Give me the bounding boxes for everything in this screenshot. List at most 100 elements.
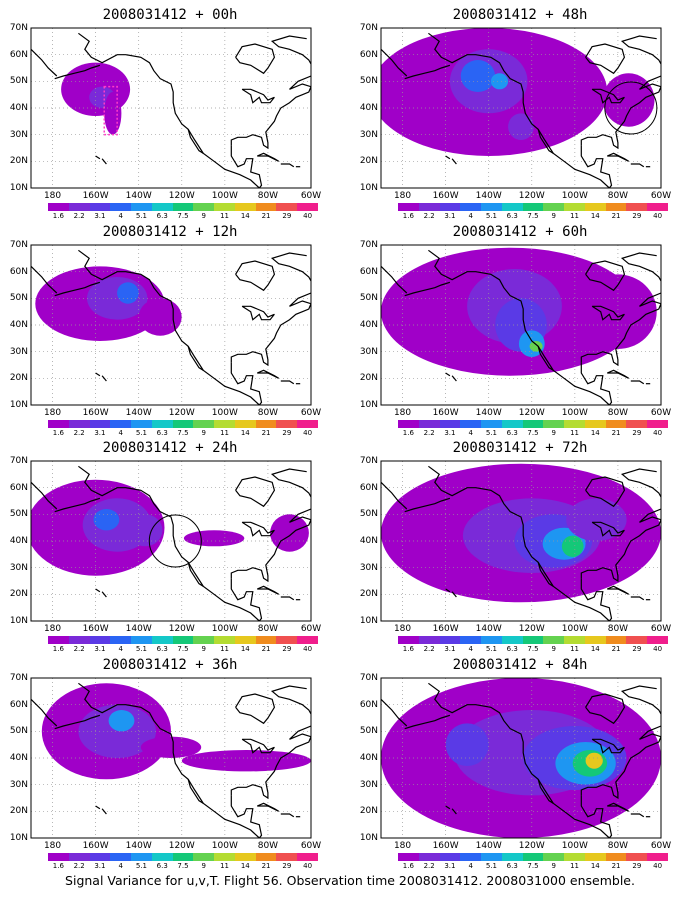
colorbar-label: 3.1 xyxy=(444,645,456,653)
coastline xyxy=(537,129,554,154)
latitude-label: 10N xyxy=(359,400,378,410)
longitude-label: 140W xyxy=(475,408,502,418)
colorbar-label: 11 xyxy=(220,212,229,220)
coastline xyxy=(101,808,107,815)
latitude-label: 60N xyxy=(9,266,28,277)
coastline xyxy=(54,714,101,730)
colorbar: 1.6 2.2 3.1 4 5.1 6.3 7.5 9 11 14 21 29 40 xyxy=(48,203,319,223)
coastline xyxy=(381,698,408,727)
colorbar-label: 4 xyxy=(118,862,123,870)
colorbar-label: 3.1 xyxy=(444,212,456,220)
variance-contour xyxy=(561,535,584,557)
coastline xyxy=(580,145,613,188)
colorbar-label: 29 xyxy=(632,429,642,437)
colorbar-swatch xyxy=(110,636,132,644)
coastline xyxy=(31,48,58,77)
latitude-label: 30N xyxy=(359,346,378,357)
coastline xyxy=(78,32,260,188)
longitude-label: 160W xyxy=(432,408,459,418)
coastline xyxy=(580,362,613,405)
map-panel: 2008031412 + 72h 70N 60N 50N 40N 30N 20N 10N 180… xyxy=(350,438,690,653)
longitude-label: 160W xyxy=(432,191,459,201)
colorbar-swatch xyxy=(543,420,565,428)
variance-contour xyxy=(181,750,311,772)
colorbar-swatch xyxy=(605,636,627,644)
coastline xyxy=(241,521,275,537)
longitude-label: 100W xyxy=(211,408,238,418)
coastline xyxy=(630,813,645,818)
coastline xyxy=(580,35,661,150)
colorbar-label: 14 xyxy=(590,862,600,870)
colorbar-swatch xyxy=(255,420,277,428)
colorbar-label: 11 xyxy=(570,212,579,220)
colorbar-label: 14 xyxy=(240,212,250,220)
longitude-label: 120W xyxy=(518,191,545,201)
colorbar-label: 1.6 xyxy=(402,429,414,437)
colorbar-swatch xyxy=(193,420,215,428)
colorbar-swatch xyxy=(48,853,70,861)
colorbar-swatch xyxy=(564,853,586,861)
coastline xyxy=(537,346,554,371)
longitude-label: 80W xyxy=(257,624,279,634)
colorbar-swatch xyxy=(193,853,215,861)
map-panel: 2008031412 + 24h 70N 60N 50N 40N 30N 20N 10N 180… xyxy=(0,438,340,653)
colorbar-label: 2.2 xyxy=(423,429,435,437)
latitude-label: 50N xyxy=(359,509,378,520)
colorbar-swatch xyxy=(460,636,482,644)
colorbar-swatch xyxy=(48,203,70,211)
colorbar-swatch xyxy=(297,420,319,428)
longitude-label: 160W xyxy=(432,624,459,634)
coastline xyxy=(230,145,263,188)
latitude-label: 20N xyxy=(359,589,378,600)
latitude-label: 20N xyxy=(9,806,28,817)
colorbar-label: 4 xyxy=(468,429,473,437)
colorbar-swatch xyxy=(276,636,298,644)
latitude-label: 50N xyxy=(9,76,28,87)
panel-title: 2008031412 + 12h xyxy=(102,224,238,240)
colorbar-label: 14 xyxy=(590,645,600,653)
longitude-label: 180 xyxy=(393,191,412,201)
longitude-label: 120W xyxy=(168,624,195,634)
coastline xyxy=(606,369,630,379)
coastline xyxy=(381,481,408,510)
colorbar-swatch xyxy=(501,420,524,428)
coastline xyxy=(187,779,204,804)
variance-map xyxy=(380,460,662,622)
colorbar-swatch xyxy=(460,420,482,428)
colorbar-swatch xyxy=(584,420,607,428)
colorbar-label: 1.6 xyxy=(52,429,64,437)
variance-contour xyxy=(128,514,163,547)
colorbar-swatch xyxy=(439,853,461,861)
longitude-label: 120W xyxy=(168,841,195,851)
colorbar-label: 5.1 xyxy=(135,212,148,220)
longitude-label: 100W xyxy=(561,191,588,201)
colorbar-label: 21 xyxy=(261,212,271,220)
panel-title: 2008031412 + 48h xyxy=(452,7,588,23)
colorbar-label: 1.6 xyxy=(52,645,64,653)
colorbar-swatch xyxy=(584,853,607,861)
colorbar-label: 9 xyxy=(201,862,206,870)
colorbar-swatch xyxy=(481,636,503,644)
coastline xyxy=(445,588,451,593)
longitude-label: 160W xyxy=(82,841,109,851)
variance-contour xyxy=(108,710,135,732)
coastline xyxy=(451,375,457,382)
longitude-label: 100W xyxy=(211,624,238,634)
colorbar-label: 6.3 xyxy=(506,212,518,220)
map-frame xyxy=(30,677,312,839)
coastline xyxy=(580,252,661,367)
colorbar-swatch xyxy=(647,203,669,211)
variance-map xyxy=(30,244,312,406)
colorbar-label: 1.6 xyxy=(52,862,64,870)
longitude-label: 80W xyxy=(607,624,629,634)
colorbar-label: 2.2 xyxy=(73,429,85,437)
colorbar-label: 4 xyxy=(118,429,123,437)
longitude-label: 100W xyxy=(211,841,238,851)
colorbar-swatch xyxy=(48,636,70,644)
colorbar-swatch xyxy=(151,853,174,861)
map-panel: 2008031412 + 36h 70N 60N 50N 40N 30N 20N 10N 180… xyxy=(0,655,340,870)
map-frame xyxy=(30,27,312,189)
colorbar-swatch xyxy=(193,636,215,644)
coastline xyxy=(230,362,263,405)
colorbar-swatch xyxy=(522,853,544,861)
